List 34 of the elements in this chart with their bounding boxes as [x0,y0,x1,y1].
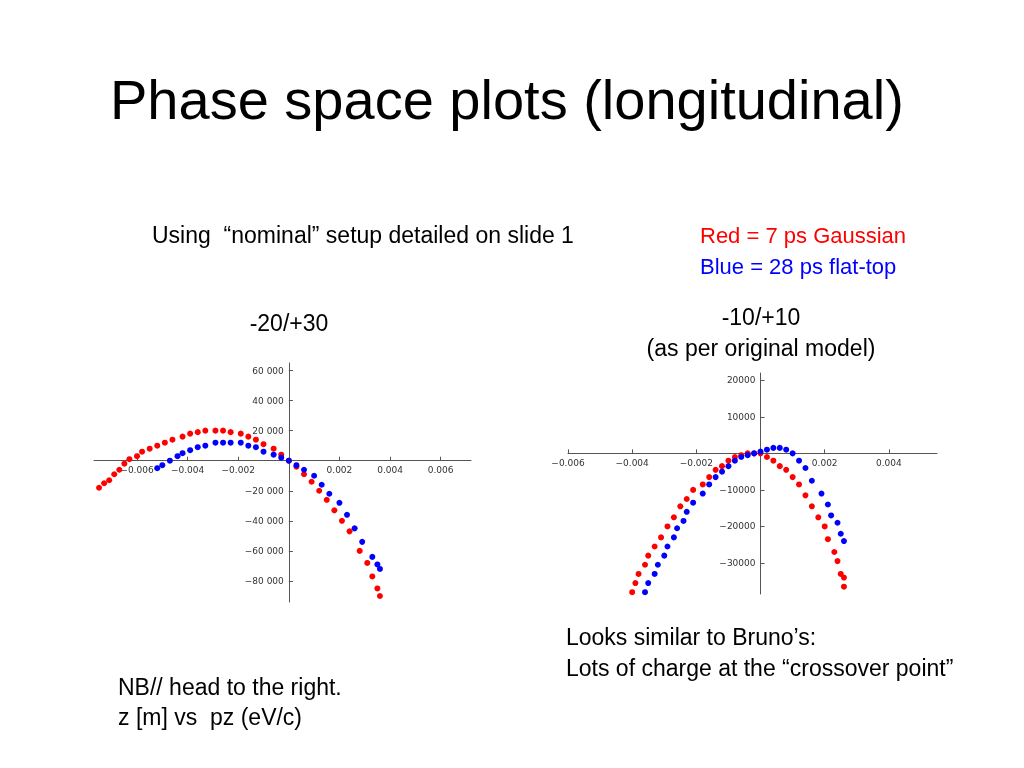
x-tick-label: −0.002 [679,457,713,468]
text: Blue = 28 ps flat-top [700,254,897,281]
x-tick-label: 0.002 [326,465,353,476]
x-tick-label: 0.006 [427,465,454,476]
y-tick-label: 20 000 [252,425,285,436]
x-tick-label: 0.004 [377,465,404,476]
y-tick-label: 40 000 [252,395,285,406]
y-tick-label: −60 000 [244,545,285,556]
y-tick-label: −40 000 [244,515,285,526]
x-tick-label: −0.004 [615,457,650,468]
text: Red = 7 ps Gaussian [700,223,907,250]
x-tick-label: −0.002 [221,465,255,476]
text: Looks similar to Bruno’s: [566,624,817,652]
y-tick-label: −80 000 [244,575,285,586]
y-tick-label: 20000 [726,375,756,386]
x-tick-label: 0.002 [811,457,838,468]
x-tick-label: 0.004 [875,457,903,468]
text: NB// head to the right. [118,674,342,702]
text: z [m] vs pz (eV/c) [118,704,303,732]
x-tick-label: −0.006 [120,465,154,476]
y-tick-label: −20000 [719,521,756,532]
y-tick-label: −10000 [719,484,756,495]
y-tick-label: 60 000 [252,365,285,376]
text: Phase space plots (longitudinal) [110,67,904,133]
y-tick-label: −20 000 [244,485,285,496]
y-tick-label: 10000 [726,411,756,422]
x-tick-label: −0.006 [551,457,585,468]
chart-subtitle: (as per original model) [646,335,876,363]
y-tick-label: −30000 [719,557,756,568]
chart-title: -20/+30 [249,310,329,338]
chart-title: -10/+10 [721,304,801,332]
text: Lots of charge at the “crossover point” [566,655,954,683]
x-tick-label: −0.004 [170,465,205,476]
text: Using “nominal” setup detailed on slide 1 [152,222,574,250]
